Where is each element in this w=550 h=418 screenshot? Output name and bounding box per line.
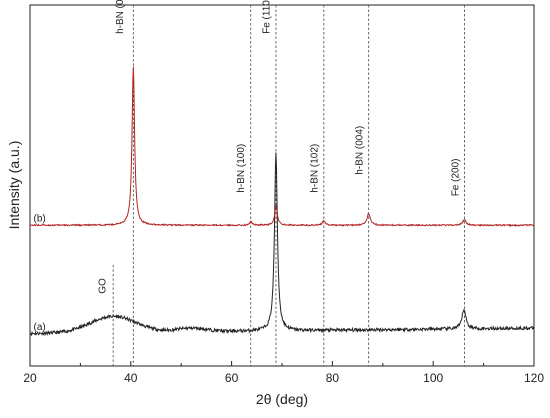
trace-labels: (a) (b) (34, 214, 46, 333)
y-axis-title: Intensity (a.u.) (6, 141, 22, 230)
x-axis-ticks: 20 40 60 80 100 120 (23, 361, 544, 385)
trace-label: (b) (34, 214, 46, 225)
peak-label: h-BN (004) (355, 126, 366, 175)
series-line-b (29, 66, 535, 227)
peak-label: Fe (200) (450, 159, 461, 197)
x-tick-label: 20 (23, 371, 37, 385)
peak-label: h-BN (102) (309, 144, 320, 193)
peak-label: h-BN (002) (115, 0, 126, 34)
trace-label: (a) (34, 322, 46, 333)
plot-frame (29, 4, 535, 367)
x-tick-label: 40 (124, 371, 138, 385)
x-tick-label: 60 (225, 371, 239, 385)
peak-label: h-BN (100) (236, 144, 247, 193)
x-axis-title: 2θ (deg) (256, 391, 308, 407)
series-layer (29, 66, 535, 337)
series-line-a (29, 152, 535, 337)
x-tick-label: 100 (423, 371, 443, 385)
x-tick-label: 80 (326, 371, 340, 385)
peak-label: GO (98, 278, 109, 294)
x-tick-label: 120 (524, 371, 544, 385)
peak-labels: h-BN (002) Fe (110) h-BN (100) h-BN (102) h-… (98, 0, 462, 294)
peak-label: Fe (110) (261, 0, 272, 34)
